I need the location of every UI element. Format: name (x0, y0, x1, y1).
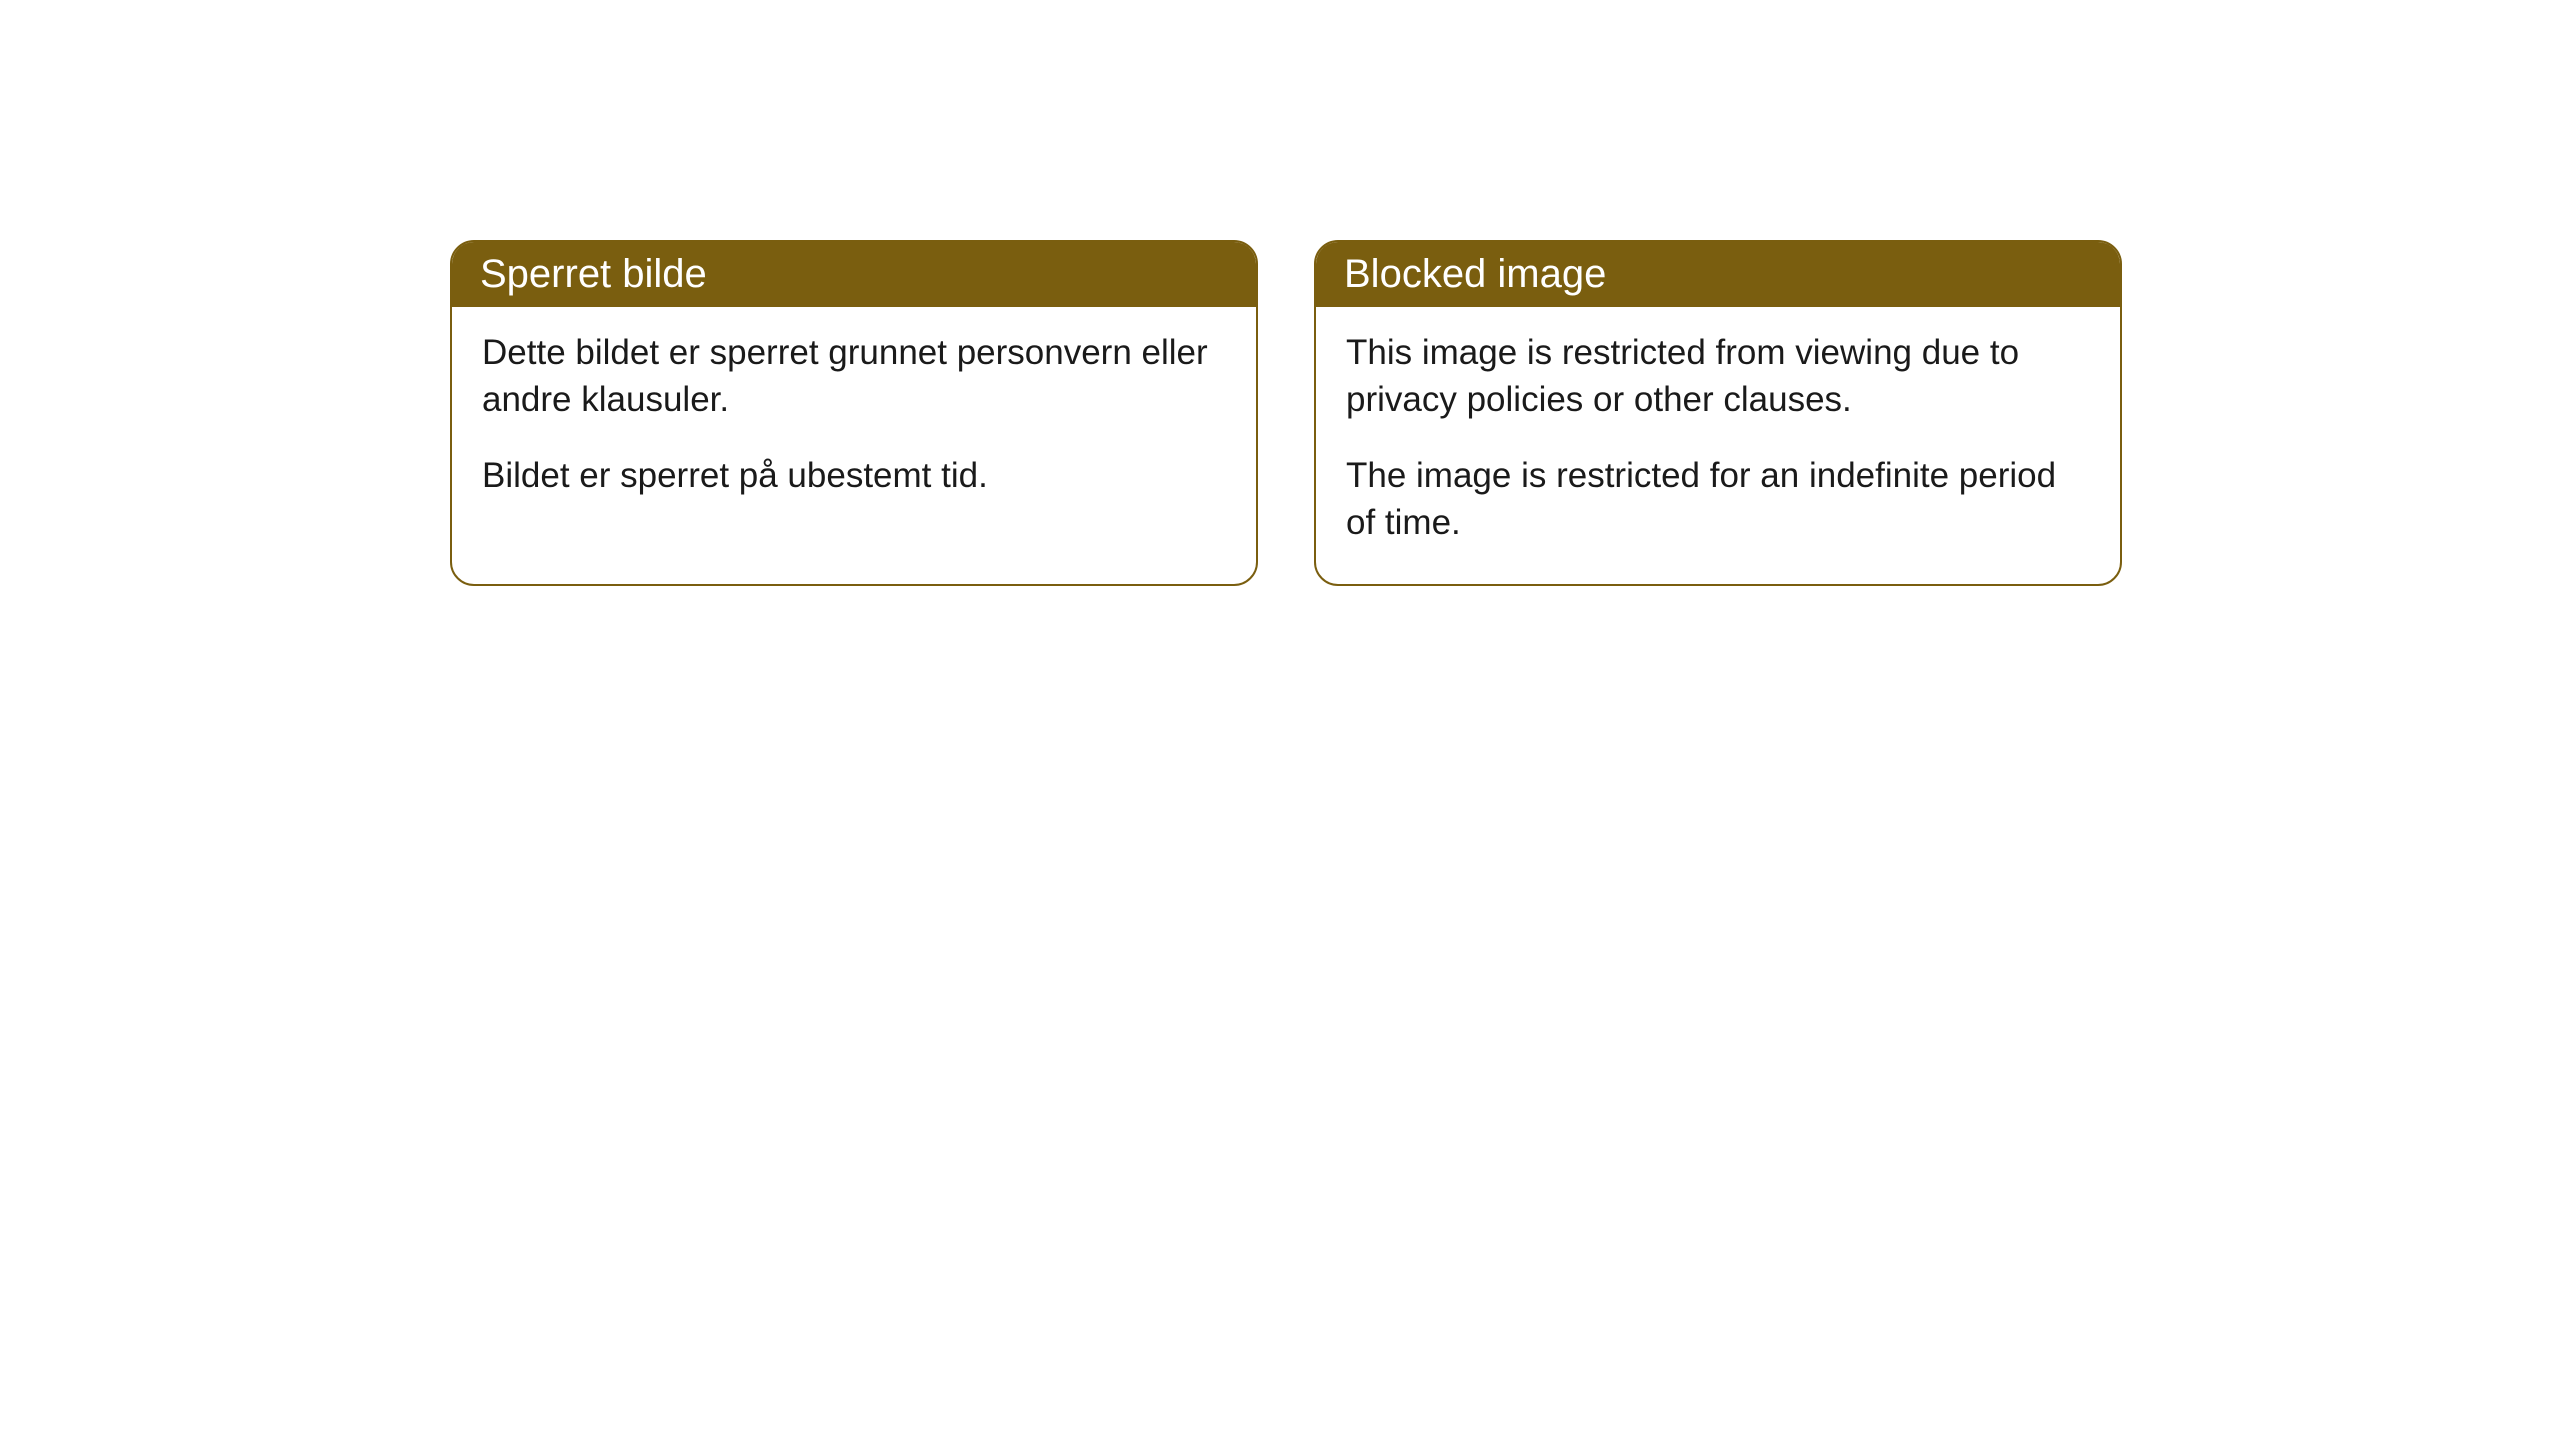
card-text-en-2: The image is restricted for an indefinit… (1346, 452, 2090, 547)
card-title-en: Blocked image (1344, 252, 1606, 296)
card-title-no: Sperret bilde (480, 252, 707, 296)
blocked-image-card-no: Sperret bilde Dette bildet er sperret gr… (450, 240, 1258, 586)
card-text-no-1: Dette bildet er sperret grunnet personve… (482, 329, 1226, 424)
card-body-no: Dette bildet er sperret grunnet personve… (452, 307, 1256, 537)
card-text-no-2: Bildet er sperret på ubestemt tid. (482, 452, 1226, 499)
card-text-en-1: This image is restricted from viewing du… (1346, 329, 2090, 424)
notice-container: Sperret bilde Dette bildet er sperret gr… (450, 240, 2122, 586)
card-body-en: This image is restricted from viewing du… (1316, 307, 2120, 584)
card-header-no: Sperret bilde (452, 242, 1256, 307)
card-header-en: Blocked image (1316, 242, 2120, 307)
blocked-image-card-en: Blocked image This image is restricted f… (1314, 240, 2122, 586)
